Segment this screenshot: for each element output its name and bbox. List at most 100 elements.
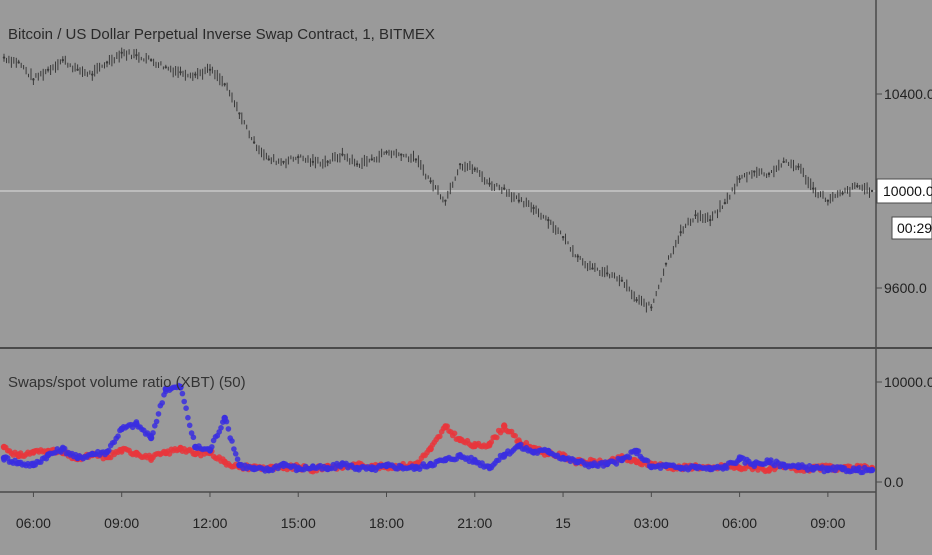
last-price-label: 10000.0 [883,183,932,199]
ratio-dot [495,457,502,464]
ratio-point [765,466,773,474]
ratio-dot [229,438,235,444]
ratio-dot [152,423,158,429]
price-point [208,68,212,72]
price-point [385,151,388,154]
price-point [841,192,844,195]
ratio-point [868,466,876,474]
price-pane [0,47,876,313]
price-point [561,235,565,239]
ratio-point [74,454,81,462]
price-point [46,68,50,72]
ratio-dot [644,458,651,464]
price-point [664,262,668,265]
ratio-point [692,463,699,471]
ratio-dot [159,400,165,406]
ratio-point [486,463,493,471]
price-point [826,199,830,202]
ratio-point [412,464,420,472]
price-point [341,153,344,156]
ratio-point [780,461,787,469]
countdown-label: 00:29 [897,220,932,236]
price-tick-label: 9600.0 [884,280,927,296]
ratio-dot [451,430,458,437]
ratio-point [456,452,464,460]
ratio-dot [186,422,193,429]
price-point [76,68,79,72]
price-point [2,56,6,59]
ratio-dot [626,454,633,461]
price-point [679,231,682,234]
ratio-point [707,465,714,473]
price-point [311,160,315,164]
price-point [149,58,153,62]
price-point [856,184,859,188]
price-point [606,272,609,275]
ratio-point [280,460,287,468]
ratio-dot [437,433,443,440]
time-tick-label: 09:00 [810,515,845,531]
price-point [297,155,300,159]
price-point [694,214,697,217]
price-point [32,78,35,81]
time-tick-label: 03:00 [634,515,669,531]
price-point [797,165,800,168]
ratio-point [795,463,802,471]
price-point [738,177,741,181]
ratio-point [353,464,361,472]
last-price-box [876,178,932,204]
price-point [650,306,653,309]
ratio-point [177,383,184,391]
time-tick-label: 09:00 [104,515,139,531]
ratio-point [30,461,37,469]
ratio-point [295,465,302,473]
price-point [414,158,418,161]
ratio-point [839,465,846,473]
ratio-point [89,450,96,458]
price-point [723,201,727,205]
price-point [532,206,535,210]
ratio-point [118,446,125,454]
price-point [400,153,403,156]
ratio-point [236,461,243,469]
ratio-dot [179,390,186,397]
ratio-point [177,444,184,452]
price-point [576,255,579,258]
ratio-point [250,465,258,473]
price-point [355,163,359,166]
ratio-point [471,442,478,450]
ratio-point [221,414,228,422]
ratio-dot [185,414,191,421]
ratio-point [162,385,169,393]
ratio-point [486,440,493,448]
ratio-point [471,457,478,465]
ratio-point [118,425,125,433]
price-point [473,168,476,171]
price-point [61,58,64,62]
ratio-dot [218,425,224,431]
ratio-point [618,456,626,464]
chart-title: Bitcoin / US Dollar Perpetual Inverse Sw… [8,26,435,43]
price-point [635,298,638,302]
ratio-dot [153,418,160,425]
price-point [753,170,756,173]
ratio-point [427,445,434,453]
ratio-point [265,466,272,474]
ratio-point [147,434,155,442]
ratio-point [15,452,22,460]
ratio-point [633,458,640,466]
ratio-point [339,460,346,468]
ratio-point [648,463,655,471]
ratio-point [383,462,390,470]
ratio-point [147,454,155,462]
price-point [238,112,241,115]
ratio-point [824,466,832,474]
indicator-pane [0,382,876,476]
indicator-tick-label: 0.0 [884,474,904,490]
ratio-dot [232,451,239,457]
ratio-point [309,463,317,471]
price-point [709,218,712,222]
ratio-point [530,448,537,456]
